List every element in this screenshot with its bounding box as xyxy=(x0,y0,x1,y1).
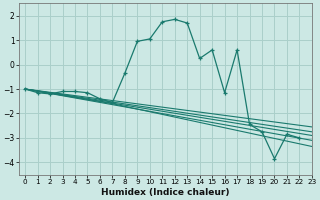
X-axis label: Humidex (Indice chaleur): Humidex (Indice chaleur) xyxy=(101,188,230,197)
